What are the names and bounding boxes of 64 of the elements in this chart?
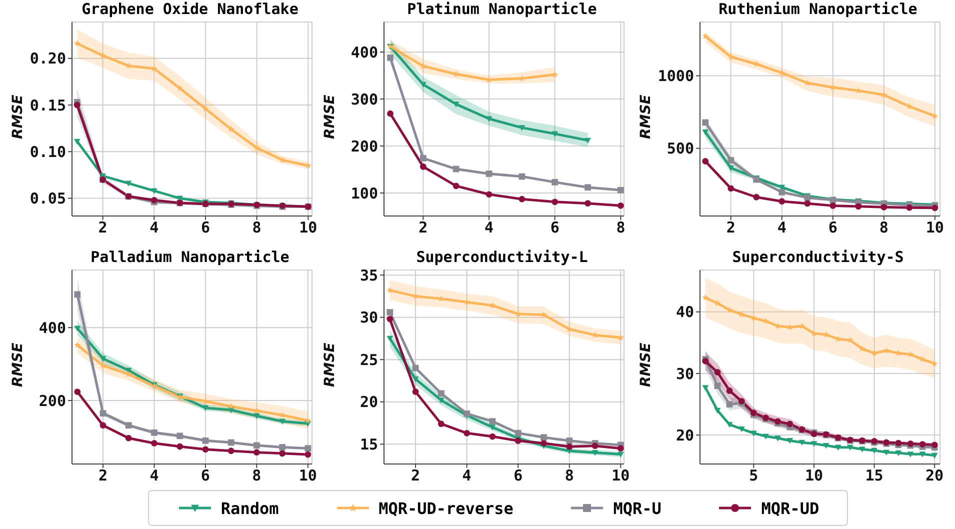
- x-tick-label: 10: [298, 466, 317, 485]
- x-tick-label: 10: [926, 218, 944, 237]
- y-axis-title: RMSE: [10, 94, 26, 139]
- x-tick-label: 4: [150, 218, 159, 237]
- y-tick-label: 20: [360, 393, 378, 412]
- chart-title: Superconductivity-L: [415, 248, 589, 266]
- x-tick-label: 20: [926, 466, 944, 485]
- y-axis-title: RMSE: [10, 342, 26, 387]
- x-tick-label: 8: [252, 218, 262, 237]
- y-axis-title: RMSE: [638, 342, 654, 387]
- y-tick-label: 300: [350, 90, 378, 108]
- y-tick-label: 200: [38, 392, 66, 410]
- x-tick-label: 4: [484, 218, 494, 237]
- x-tick-label: 2: [411, 466, 420, 485]
- y-tick-label: 40: [676, 303, 694, 322]
- x-tick-label: 10: [804, 466, 823, 485]
- y-tick-label: 20: [676, 426, 694, 444]
- x-tick-label: 10: [299, 218, 318, 237]
- x-tick-label: 2: [98, 466, 108, 485]
- chart-title: Palladium Nanoparticle: [90, 248, 290, 266]
- y-tick-label: 0.05: [30, 190, 66, 208]
- x-tick-label: 15: [865, 466, 884, 485]
- y-tick-label: 35: [360, 266, 378, 284]
- y-axis-title: RMSE: [322, 94, 338, 139]
- x-tick-label: 4: [777, 218, 786, 237]
- y-axis-title: RMSE: [322, 342, 338, 387]
- x-tick-label: 6: [828, 218, 838, 237]
- x-tick-label: 8: [616, 218, 626, 237]
- y-tick-label: 30: [360, 308, 378, 327]
- y-axis-title: RMSE: [638, 94, 654, 139]
- y-tick-label: 400: [38, 318, 66, 337]
- x-tick-label: 4: [462, 466, 472, 485]
- legend-label: MQR-UD-reverse: [378, 498, 514, 518]
- x-tick-label: 2: [98, 218, 108, 237]
- x-tick-label: 2: [726, 218, 736, 237]
- y-tick-label: 0.10: [30, 142, 66, 161]
- y-tick-label: 1000: [658, 67, 694, 86]
- y-tick-label: 25: [360, 350, 378, 369]
- y-tick-label: 400: [350, 43, 378, 62]
- x-tick-label: 6: [200, 218, 210, 237]
- x-tick-label: 6: [200, 466, 210, 485]
- y-tick-label: 0.20: [30, 50, 66, 68]
- y-tick-label: 500: [666, 140, 694, 158]
- y-tick-label: 200: [350, 137, 378, 156]
- chart-title: Graphene Oxide Nanoflake: [80, 0, 300, 18]
- chart-title: Ruthenium Nanoparticle: [718, 0, 918, 18]
- y-tick-label: 30: [676, 364, 694, 383]
- x-tick-label: 8: [879, 218, 888, 237]
- x-tick-label: 6: [514, 466, 523, 485]
- y-tick-label: 0.15: [30, 96, 66, 114]
- x-tick-label: 2: [418, 218, 428, 237]
- x-tick-label: 8: [564, 466, 574, 485]
- chart-title: Superconductivity-S: [731, 248, 905, 266]
- x-tick-label: 10: [612, 466, 630, 485]
- legend-label: Random: [220, 498, 279, 518]
- y-tick-label: 100: [350, 184, 378, 202]
- x-tick-label: 6: [550, 218, 560, 237]
- x-tick-label: 4: [150, 466, 159, 485]
- x-tick-label: 8: [252, 466, 262, 485]
- y-tick-label: 15: [360, 435, 378, 454]
- legend-label: MQR-UD: [761, 498, 820, 518]
- chart-title: Platinum Nanoparticle: [406, 0, 598, 18]
- x-tick-label: 5: [749, 466, 758, 485]
- legend-label: MQR-U: [613, 498, 662, 518]
